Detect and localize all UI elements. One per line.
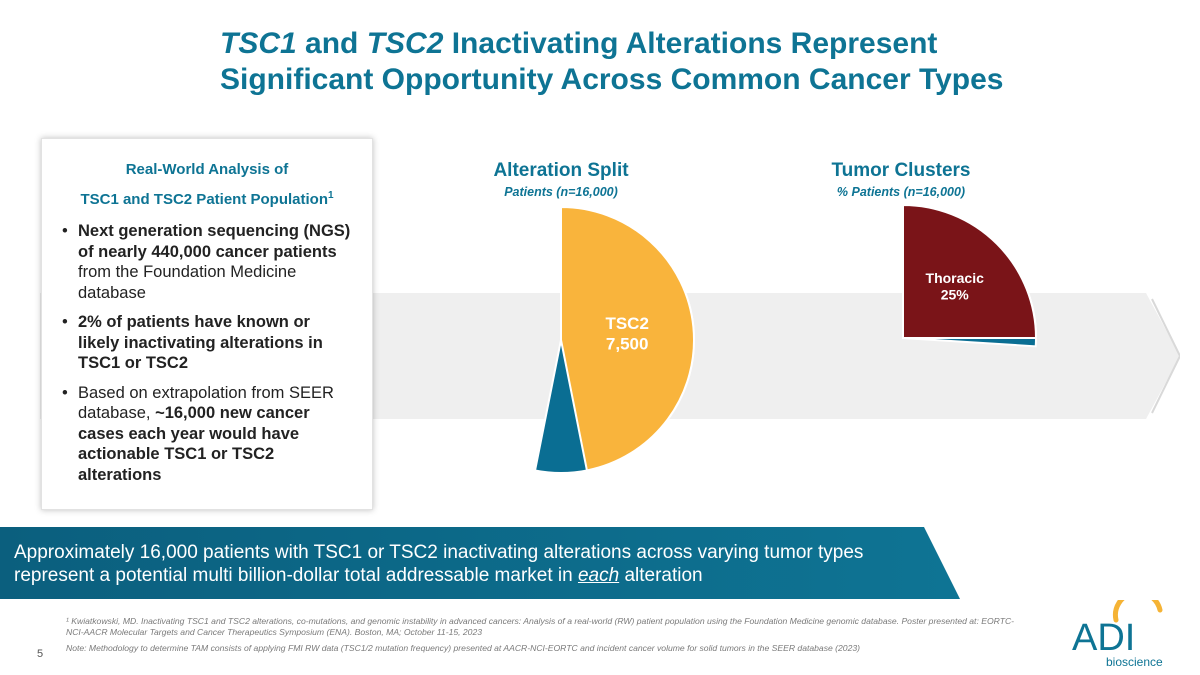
title-and: and	[296, 27, 367, 60]
pie-category-label: TSC2	[605, 314, 648, 333]
bullet-ngs-bold: Next generation sequencing (NGS) of near…	[78, 222, 351, 261]
page-number: 5	[37, 648, 44, 660]
tumor-clusters-subtitle: % Patients (n=16,000)	[836, 185, 966, 199]
card-heading-line1: Real-World Analysis of	[125, 161, 289, 178]
alteration-split-subtitle: Patients (n=16,000)	[504, 185, 618, 199]
analysis-card: Real-World Analysis of TSC1 and TSC2 Pat…	[41, 138, 373, 510]
bullet-seer-bold: ~16,000 new cancer cases each year would…	[78, 404, 310, 484]
banner-text-emphasis: each	[577, 565, 620, 586]
alteration-split-pie: TSC18,500TSC27,500	[533, 205, 695, 474]
bullet-two-percent: 2% of patients have known or likely inac…	[62, 312, 354, 374]
logo-wordmark: ADI	[1072, 617, 1135, 659]
bullet-seer: Based on extrapolation from SEER databas…	[62, 383, 354, 486]
footnote-note: Note: Methodology to determine TAM consi…	[66, 643, 861, 653]
card-heading-line2: TSC1 and TSC2 Patient Population	[80, 191, 328, 208]
alteration-split-title: Alteration Split	[493, 160, 629, 181]
card-heading: Real-World Analysis of TSC1 and TSC2 Pat…	[42, 157, 372, 213]
title-tsc2: TSC2	[366, 27, 444, 60]
footnote-reference: ¹ Kwiatkowski, MD. Inactivating TSC1 and…	[66, 616, 1015, 637]
footnote-marker: 1	[327, 190, 334, 201]
pie-category-label: Thoracic	[926, 270, 985, 286]
banner-text-end: alteration	[619, 565, 703, 586]
title-line1-rest: Inactivating Alterations Represent	[443, 27, 938, 60]
pie-slice-tsc2	[560, 205, 695, 472]
bullet-ngs-text: from the Foundation Medicine database	[78, 263, 297, 302]
page-title: TSC1 and TSC2 Inactivating Alterations R…	[220, 26, 1120, 98]
logo-subtext: bioscience	[1106, 655, 1163, 669]
banner-background	[0, 527, 960, 599]
bullet-seer-text: Based on extrapolation from SEER databas…	[78, 383, 334, 423]
pie-value-label: 7,500	[606, 335, 649, 354]
tumor-clusters-title: Tumor Clusters	[831, 160, 971, 181]
company-logo: ADI bioscience	[1072, 600, 1163, 669]
bullet-ngs: Next generation sequencing (NGS) of near…	[62, 221, 354, 303]
tumor-clusters-pie: Other24%Gastro-intestinal25%Genito-urina…	[902, 203, 1038, 348]
card-bullet-list: Next generation sequencing (NGS) of near…	[42, 221, 372, 485]
banner-text-main: Approximately 16,000 patients with TSC1 …	[14, 542, 864, 586]
title-line2: Significant Opportunity Across Common Ca…	[220, 63, 1004, 96]
title-tsc1: TSC1	[220, 27, 297, 60]
bullet-two-percent-bold: 2% of patients have known or likely inac…	[78, 313, 323, 372]
banner-text: Approximately 16,000 patients with TSC1 …	[14, 541, 934, 587]
pie-value-label: 25%	[941, 287, 970, 303]
logo-arc	[1112, 600, 1163, 623]
pie-slice-thoracic	[902, 203, 1038, 339]
